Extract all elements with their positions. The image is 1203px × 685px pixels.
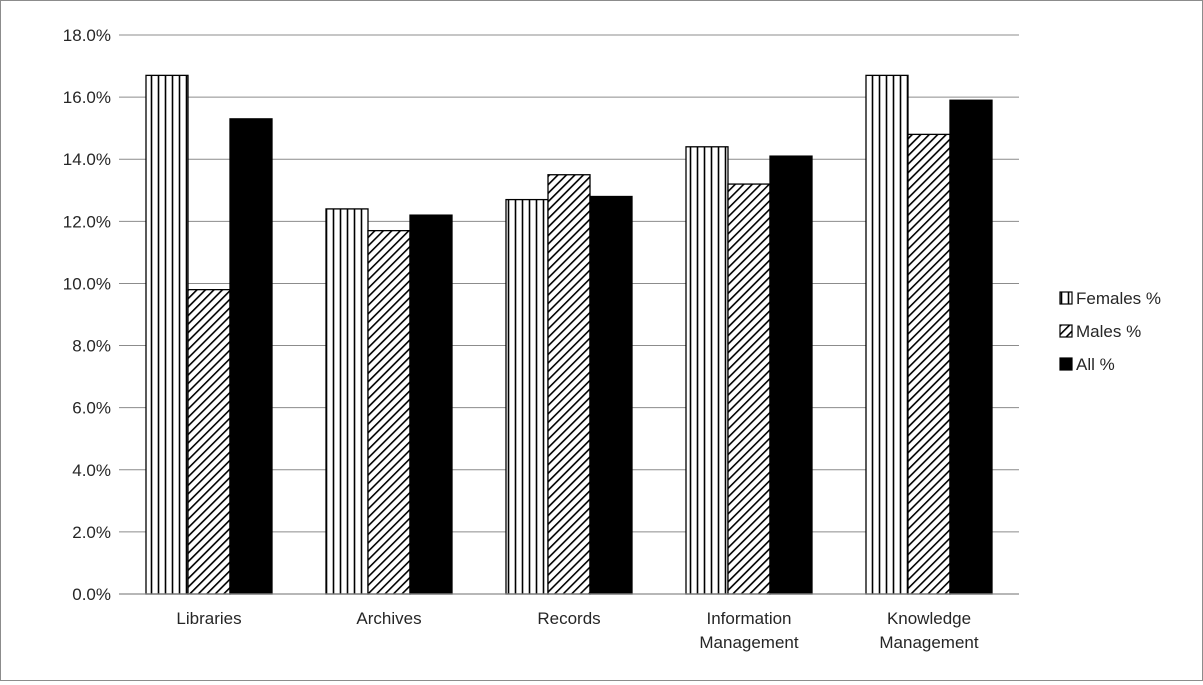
bar-solid (409, 214, 453, 595)
x-category-label: Records (537, 609, 600, 628)
y-tick-label: 14.0% (63, 150, 111, 169)
bar-solid (589, 195, 633, 595)
legend-label: Males % (1076, 322, 1141, 341)
y-tick-label: 16.0% (63, 88, 111, 107)
bar-diagonal-lines (907, 133, 951, 595)
y-tick-label: 4.0% (72, 461, 111, 480)
y-tick-label: 12.0% (63, 212, 111, 231)
bar-solid (949, 99, 993, 595)
axes: 0.0% 2.0% 4.0% 6.0% 8.0% 10.0% 12.0% 14.0% 16.0%… (63, 26, 1019, 652)
x-category-label: Libraries (176, 609, 241, 628)
y-tick-label: 18.0% (63, 26, 111, 45)
legend-swatch (1059, 291, 1073, 305)
bar-vertical-lines (505, 198, 549, 595)
x-category-label: Knowledge Management (879, 609, 979, 652)
legend-label: All % (1076, 355, 1115, 374)
bar-diagonal-lines (187, 289, 231, 595)
bar-vertical-lines (325, 208, 369, 595)
y-tick-label: 6.0% (72, 399, 111, 418)
bar-vertical-lines (865, 74, 909, 595)
bar-vertical-lines (145, 74, 189, 595)
y-tick-label: 10.0% (63, 274, 111, 293)
legend-swatch (1059, 324, 1073, 338)
bar-diagonal-lines (547, 174, 591, 595)
bar-vertical-lines (685, 146, 729, 595)
x-category-label: Information Management (699, 609, 799, 652)
legend-swatch (1059, 357, 1073, 371)
bars (145, 74, 993, 595)
bar-diagonal-lines (727, 183, 771, 595)
y-tick-label: 2.0% (72, 523, 111, 542)
legend: Females % Males % All % (1059, 289, 1161, 374)
y-tick-label: 8.0% (72, 337, 111, 356)
y-tick-label: 0.0% (72, 585, 111, 604)
bar-solid (229, 118, 273, 595)
x-category-label: Archives (356, 609, 421, 628)
legend-label: Females % (1076, 289, 1161, 308)
bar-diagonal-lines (367, 229, 411, 595)
bar-solid (769, 155, 813, 595)
